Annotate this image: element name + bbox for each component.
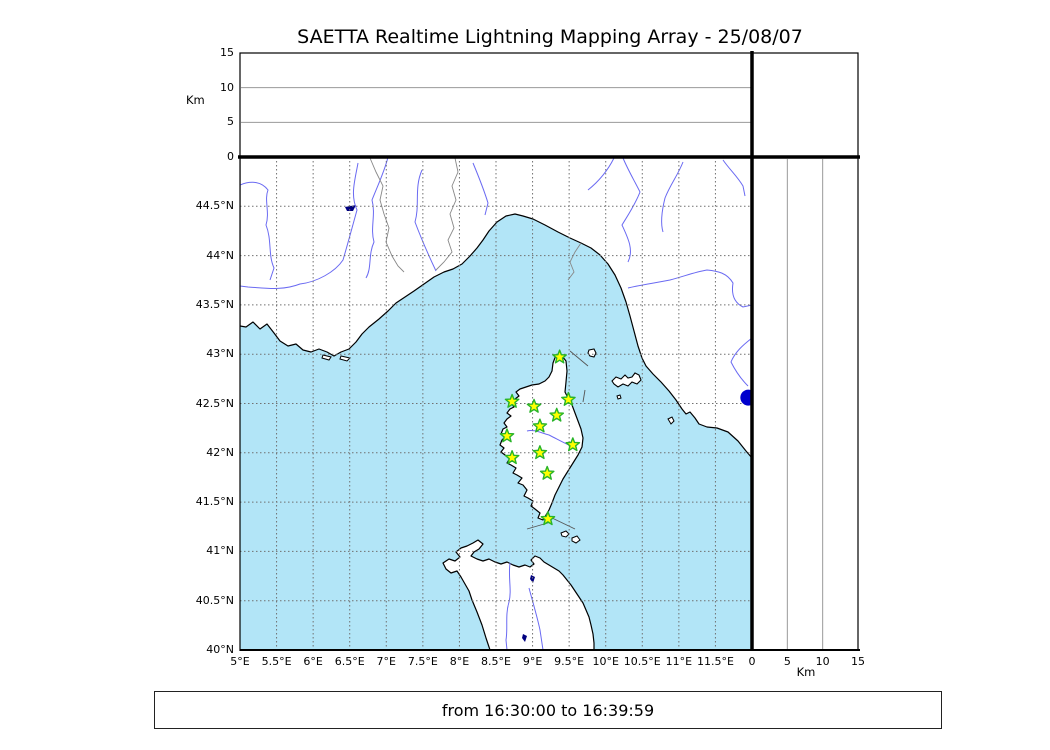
lon-tick-label: 9.5°E — [554, 655, 585, 668]
lma-station-marker — [504, 393, 520, 408]
lma-station-marker — [504, 450, 520, 465]
lat-tick-label: 44°N — [206, 248, 234, 262]
top-km-tick-label: 10 — [220, 80, 234, 94]
lon-tick-label: 9°E — [522, 655, 543, 668]
capraia-island — [587, 348, 597, 358]
right-km-tick-label: 15 — [851, 655, 865, 668]
lon-tick-label: 10.5°E — [623, 655, 661, 668]
mainland-landmass — [240, 157, 752, 459]
right-km-tick-label: 10 — [815, 655, 830, 668]
lon-tick-label: 5.5°E — [261, 655, 292, 668]
lma-station-marker — [526, 398, 542, 413]
lon-tick-label: 6°E — [303, 655, 323, 668]
lma-station-marker — [532, 418, 548, 433]
maddalena-islands — [560, 530, 581, 544]
lon-tick-label: 8°E — [449, 655, 470, 668]
top-panel-gridlines — [241, 87, 751, 123]
lon-tick-label: 10°E — [592, 655, 619, 668]
lon-tick-label: 11°E — [665, 655, 693, 668]
lon-tick-label: 5°E — [230, 655, 250, 668]
time-range-box: from 16:30:00 to 16:39:59 — [154, 691, 942, 729]
top-panel-km-unit-label: Km — [186, 93, 205, 107]
corner-panel — [751, 52, 859, 158]
map-markers — [499, 349, 752, 526]
lat-tick-label: 43°N — [206, 347, 234, 361]
lon-tick-label: 8.5°E — [481, 655, 511, 668]
lon-tick-label: 11.5°E — [696, 655, 734, 668]
page-title: SAETTA Realtime Lightning Mapping Array … — [297, 26, 803, 48]
lat-tick-label: 41.5°N — [195, 495, 234, 509]
pianosa-island — [616, 394, 622, 400]
lat-tick-label: 44.5°N — [195, 199, 234, 213]
map-gridlines — [240, 157, 752, 650]
top-km-tick-label: 15 — [220, 46, 234, 59]
lat-tick-label: 41°N — [206, 544, 234, 558]
right-panel-km-unit-label: Km — [796, 665, 816, 679]
lon-tick-label: 7.5°E — [407, 655, 438, 668]
lma-station-marker — [540, 511, 556, 526]
lma-station-marker — [565, 437, 581, 452]
lma-station-marker — [552, 349, 567, 364]
lat-tick-label: 42°N — [206, 445, 234, 459]
rivers — [240, 157, 752, 650]
lma-station-marker — [561, 391, 576, 406]
top-km-tick-label: 0 — [227, 150, 234, 163]
lma-station-marker — [532, 445, 548, 460]
lat-tick-label: 40°N — [206, 643, 234, 656]
lat-tick-label: 40.5°N — [195, 593, 234, 607]
sardinia-island — [442, 539, 595, 650]
lon-tick-label: 6.5°E — [334, 655, 365, 668]
lat-tick-label: 42.5°N — [195, 396, 234, 410]
right-altitude-panel — [751, 156, 859, 651]
top-altitude-panel — [239, 52, 753, 158]
right-km-tick-label: 5 — [783, 655, 791, 668]
lma-station-marker — [539, 465, 555, 480]
lon-tick-label: 7°E — [376, 655, 397, 668]
lma-station-marker — [499, 428, 515, 443]
hyeres-islands — [321, 354, 351, 362]
right-km-tick-label: 0 — [748, 655, 756, 668]
top-km-tick-label: 5 — [227, 115, 234, 129]
lma-station-marker — [549, 407, 565, 422]
time-range-text: from 16:30:00 to 16:39:59 — [441, 700, 655, 720]
giglio-island — [667, 416, 675, 425]
right-panel-gridlines — [786, 159, 824, 649]
elba-island — [611, 372, 642, 388]
map-panel — [240, 157, 752, 650]
lat-tick-label: 43.5°N — [195, 297, 234, 311]
source-dot — [740, 389, 752, 406]
